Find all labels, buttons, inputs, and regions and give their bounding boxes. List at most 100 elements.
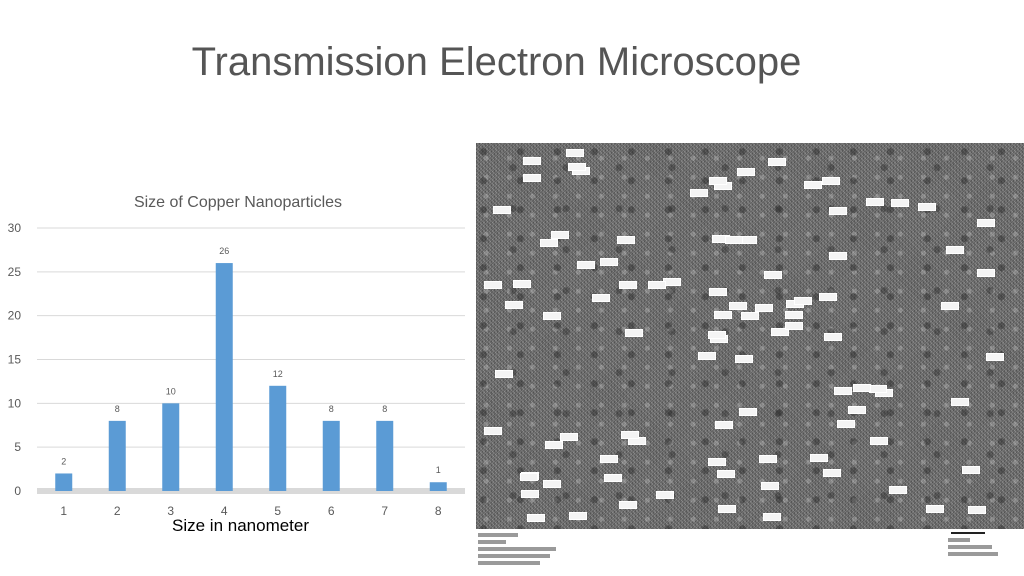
measurement-tag <box>527 514 545 522</box>
measurement-tag <box>521 490 539 498</box>
measurement-tag <box>785 311 803 319</box>
measurement-tag <box>709 177 727 185</box>
measurement-tag <box>520 473 538 481</box>
measurement-tag <box>569 512 587 520</box>
measurement-tag <box>889 486 907 494</box>
data-label: 10 <box>166 386 176 396</box>
tem-micrograph <box>476 143 1024 576</box>
data-label: 1 <box>436 465 441 475</box>
x-tick-label: 8 <box>435 504 442 518</box>
measurement-tag <box>834 387 852 395</box>
measurement-tag <box>810 454 828 462</box>
measurement-tag <box>729 302 747 310</box>
measurement-tag <box>763 513 781 521</box>
data-labels: 2 8 10 26 12 8 8 1 <box>61 246 441 475</box>
data-label: 12 <box>273 369 283 379</box>
measurement-tag <box>918 203 936 211</box>
measurement-tag <box>513 280 531 288</box>
measurement-tag <box>755 304 773 312</box>
micrograph-metadata-strip <box>476 529 1024 576</box>
measurement-tag <box>484 281 502 289</box>
measurement-tag <box>493 206 511 214</box>
measurement-tag <box>717 470 735 478</box>
x-tick-label: 6 <box>328 504 335 518</box>
data-label: 8 <box>382 404 387 414</box>
measurement-tag <box>523 157 541 165</box>
measurement-tag <box>600 455 618 463</box>
x-tick-label: 1 <box>60 504 67 518</box>
y-tick-label: 30 <box>8 221 22 235</box>
measurement-tag <box>764 271 782 279</box>
meta-text-line <box>478 561 540 565</box>
measurement-tag <box>708 331 726 339</box>
measurement-tag <box>829 252 847 260</box>
measurement-tag <box>829 207 847 215</box>
x-tick-label: 3 <box>167 504 174 518</box>
meta-text-line <box>948 552 998 556</box>
measurement-tag <box>848 406 866 414</box>
measurement-tag <box>718 505 736 513</box>
bar <box>376 420 394 491</box>
x-tick-label: 7 <box>381 504 388 518</box>
measurement-tag <box>761 482 779 490</box>
measurement-tag <box>523 174 541 182</box>
measurement-tag <box>759 455 777 463</box>
measurement-tag <box>926 505 944 513</box>
measurement-tag <box>604 474 622 482</box>
measurement-tag <box>823 469 841 477</box>
data-label: 2 <box>61 456 66 466</box>
measurement-tag <box>822 177 840 185</box>
gridlines <box>37 227 465 494</box>
x-axis-line <box>37 488 465 494</box>
measurement-tag <box>941 302 959 310</box>
measurement-tag <box>968 506 986 514</box>
measurement-tag <box>785 322 803 330</box>
measurement-tag <box>709 288 727 296</box>
measurement-tag <box>715 421 733 429</box>
measurement-tag <box>568 163 586 171</box>
y-tick-label: 15 <box>8 353 22 367</box>
measurement-tag <box>824 333 842 341</box>
meta-text-line <box>948 545 992 549</box>
bar <box>162 403 180 491</box>
meta-text-line <box>478 533 518 537</box>
y-tick-label: 10 <box>8 396 22 410</box>
measurement-tag <box>698 352 716 360</box>
y-tick-label: 5 <box>14 440 21 454</box>
measurement-tag <box>619 501 637 509</box>
scale-bar <box>951 532 985 534</box>
measurement-tag <box>621 431 639 439</box>
x-axis-ticks: 1 2 3 4 5 6 7 8 <box>60 504 442 518</box>
measurement-tag <box>739 408 757 416</box>
bar <box>322 420 340 491</box>
y-tick-label: 25 <box>8 265 22 279</box>
slide-title: Transmission Electron Microscope <box>191 40 802 84</box>
micrograph-image <box>476 143 1024 529</box>
measurement-tag <box>771 328 789 336</box>
measurement-tag <box>566 149 584 157</box>
measurement-tag <box>891 199 909 207</box>
measurement-tag <box>690 189 708 197</box>
measurement-tag <box>543 312 561 320</box>
measurement-tag <box>794 297 812 305</box>
measurement-tag <box>804 181 822 189</box>
measurement-tag <box>648 281 666 289</box>
measurement-tag <box>951 398 969 406</box>
measurement-tag <box>725 236 743 244</box>
measurement-tag <box>617 236 635 244</box>
measurement-tag <box>866 198 884 206</box>
bar-chart-svg: Size of Copper Nanoparticles 05101520253… <box>8 194 465 518</box>
meta-text-line <box>478 547 556 551</box>
measurement-tag <box>545 441 563 449</box>
y-tick-label: 0 <box>14 484 21 498</box>
measurement-tag <box>870 437 888 445</box>
bar <box>429 482 447 491</box>
x-tick-label: 5 <box>274 504 281 518</box>
chart-title: Size of Copper Nanoparticles <box>134 194 342 211</box>
measurement-tag <box>619 281 637 289</box>
bar <box>55 473 73 491</box>
measurement-tag <box>708 458 726 466</box>
data-label: 8 <box>329 404 334 414</box>
measurement-tag <box>495 370 513 378</box>
measurement-tag <box>551 231 569 239</box>
